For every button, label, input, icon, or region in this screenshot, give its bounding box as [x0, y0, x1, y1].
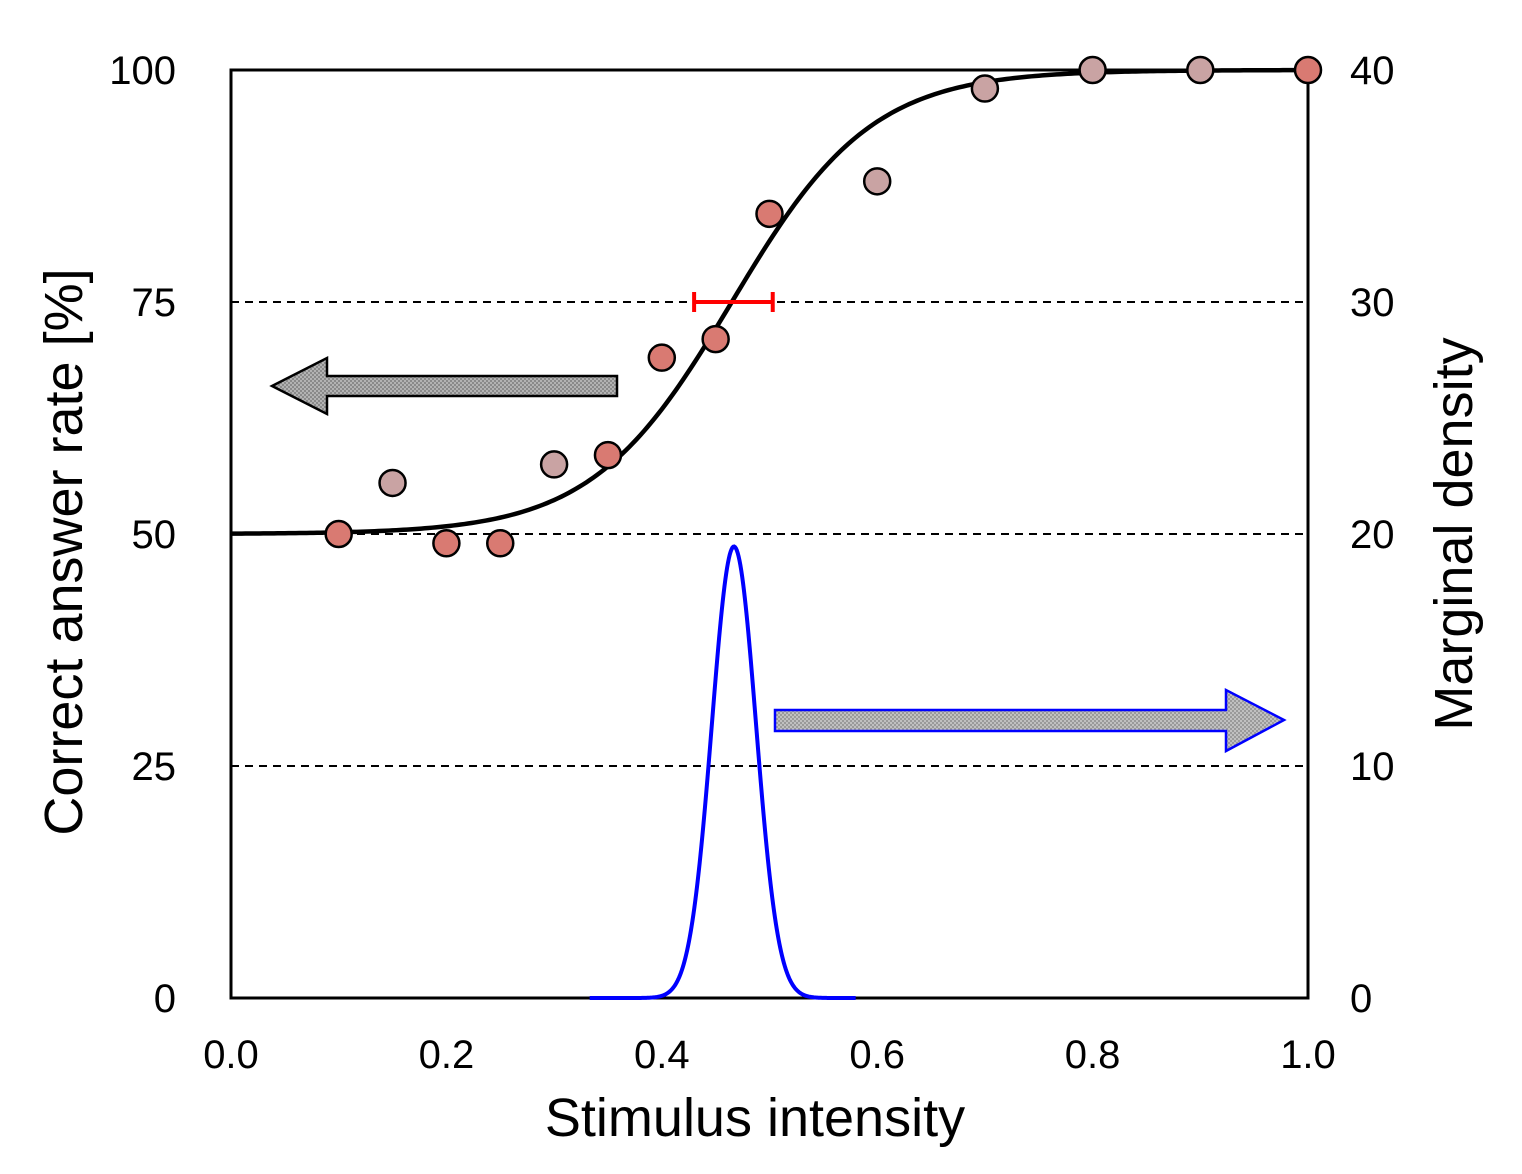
x-tick-label: 1.0	[1280, 1033, 1336, 1077]
right-y-tick-labels: 0 10 20 30 40	[1350, 49, 1395, 1021]
data-point	[647, 343, 677, 372]
data-points	[324, 55, 1323, 558]
data-point	[539, 450, 569, 479]
x-tick-label: 0.2	[419, 1033, 475, 1077]
data-point	[593, 440, 623, 470]
data-point	[432, 529, 461, 558]
data-point	[970, 74, 1000, 103]
x-tick-label: 0.6	[849, 1033, 905, 1077]
data-point	[324, 519, 353, 549]
left-y-tick-label: 25	[132, 745, 177, 789]
right-y-tick-label: 10	[1350, 745, 1395, 789]
data-point	[1078, 55, 1107, 85]
left-y-tick-label: 75	[132, 281, 177, 325]
left-y-tick-label: 0	[154, 977, 176, 1021]
right-y-axis-title: Marginal density	[1424, 337, 1484, 730]
data-point	[486, 529, 515, 558]
right-y-tick-label: 0	[1350, 977, 1372, 1021]
x-tick-labels: 0.0 0.2 0.4 0.6 0.8 1.0	[203, 1033, 1336, 1077]
reference-lines	[231, 301, 1308, 767]
left-y-tick-label: 100	[109, 49, 176, 93]
threshold-interval	[692, 292, 775, 312]
data-point	[378, 468, 407, 498]
data-point	[862, 167, 892, 196]
data-point	[755, 199, 784, 229]
right-y-tick-label: 20	[1350, 513, 1395, 557]
marginal-density-curve	[589, 544, 856, 1000]
right-y-tick-label: 30	[1350, 281, 1395, 325]
right-y-tick-label: 40	[1350, 49, 1395, 93]
left-y-axis-title: Correct answer rate [%]	[34, 268, 94, 835]
data-point	[701, 324, 730, 354]
left-axis-arrow	[269, 355, 619, 417]
x-tick-label: 0.4	[634, 1033, 690, 1077]
left-y-tick-labels: 0 25 50 75 100	[109, 49, 176, 1021]
x-axis-title: Stimulus intensity	[545, 1088, 965, 1148]
x-tick-label: 0.0	[203, 1033, 259, 1077]
data-point	[1186, 55, 1215, 85]
psychometric-fit-curve	[230, 67, 1309, 536]
data-point	[1293, 55, 1323, 85]
right-axis-arrow	[773, 687, 1287, 754]
x-tick-label: 0.8	[1065, 1033, 1121, 1077]
plot-frame	[229, 68, 1310, 1000]
left-y-tick-label: 50	[132, 513, 177, 557]
